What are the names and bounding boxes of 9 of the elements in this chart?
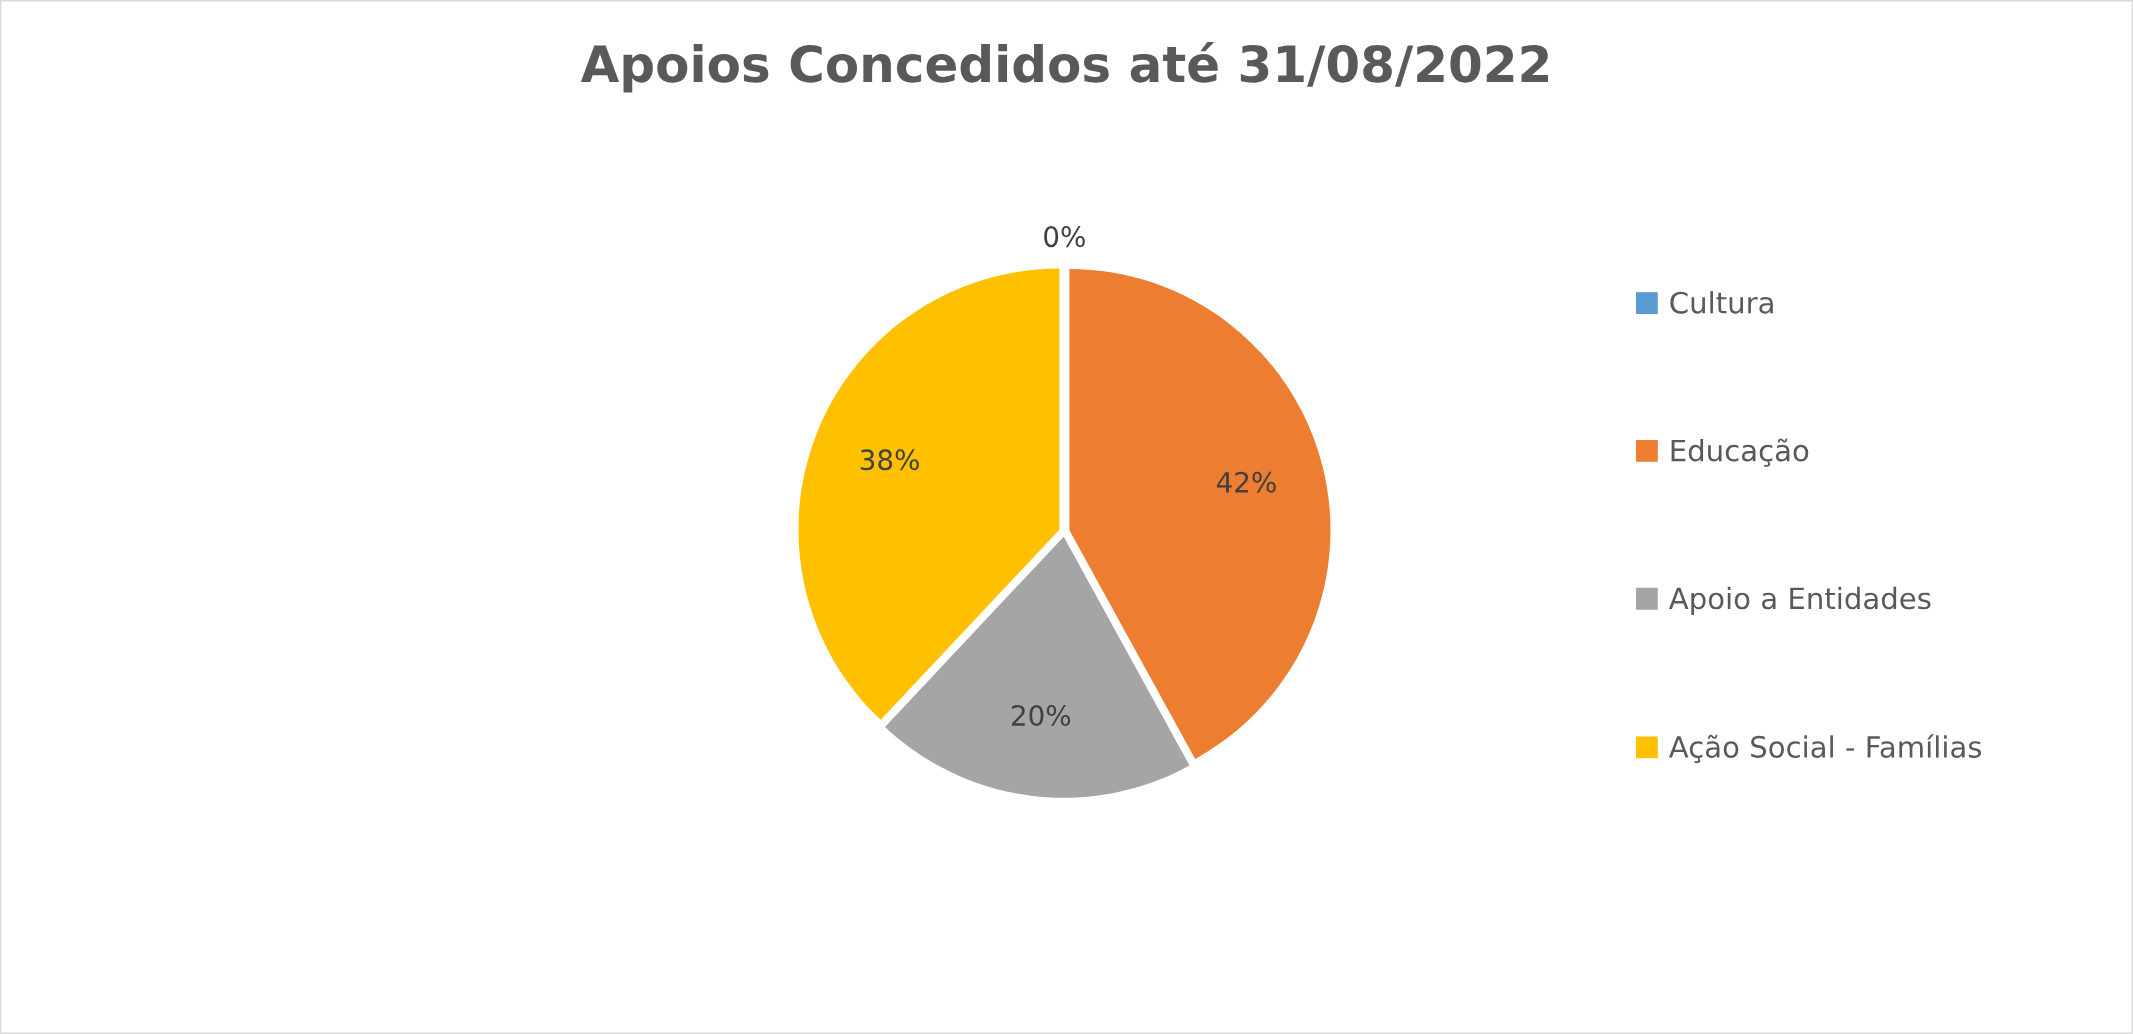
data-label: 20% xyxy=(1011,705,1071,727)
text: 0% xyxy=(1044,226,1085,248)
legend-label: Educação xyxy=(1671,438,1809,467)
legend-label: Apoio a Entidades xyxy=(1668,586,1931,616)
data-label: 42% xyxy=(1216,471,1276,493)
data-label: 38% xyxy=(860,449,919,471)
legend-label: Cultura xyxy=(1670,291,1773,314)
legend-label: Ação Social - Famílias xyxy=(1668,734,1982,764)
chart-title: Apoios Concedidos até 31/08/2022 xyxy=(580,42,1549,93)
